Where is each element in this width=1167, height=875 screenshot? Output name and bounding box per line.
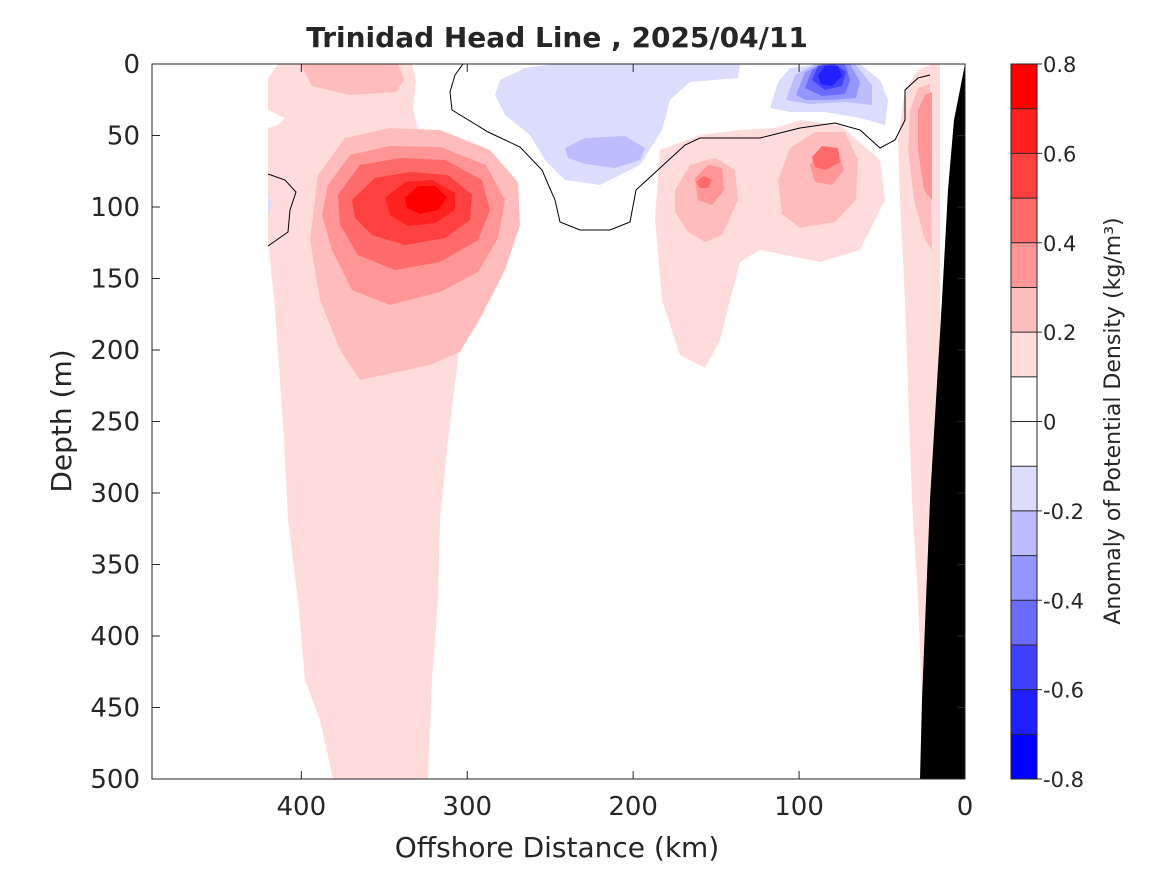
colorbar-tick-label: -0.2: [1043, 500, 1084, 524]
colorbar-tick-label: 0.8: [1043, 53, 1076, 77]
y-tick-label: 250: [90, 408, 140, 438]
colorbar-segment: [1011, 376, 1037, 422]
colorbar-tick-label: -0.6: [1043, 679, 1084, 703]
x-tick-label: 400: [277, 792, 327, 822]
colorbar-segment: [1011, 421, 1037, 467]
colorbar-segment: [1011, 510, 1037, 557]
zero-contour-line-left: [267, 173, 297, 247]
chart-title: Trinidad Head Line , 2025/04/11: [306, 21, 808, 54]
contour-plot: [267, 64, 965, 779]
y-tick-label: 300: [90, 479, 140, 509]
contour-negative-offshore-core: [565, 136, 645, 168]
contour-negative-0.6: [818, 66, 842, 86]
colorbar-tick-label: -0.8: [1043, 768, 1084, 792]
axis-ticks: 400 300 200 100 0 0 50 100 150 200 250 300 350 400 450…: [90, 50, 973, 822]
colorbar-segment: [1011, 287, 1037, 333]
zero-contour-line: [449, 64, 931, 231]
contour-0.4-patch-a: [696, 176, 712, 188]
y-tick-label: 150: [90, 265, 140, 295]
contour-0.3-coastal: [918, 92, 932, 200]
colorbar-tick-label: 0.4: [1043, 232, 1076, 256]
x-axis-label: Offshore Distance (km): [395, 831, 720, 864]
colorbar-segment: [1011, 332, 1037, 378]
y-tick-label: 100: [90, 193, 140, 223]
colorbar-segment: [1011, 734, 1037, 780]
colorbar-segment: [1011, 600, 1037, 646]
x-tick-label: 100: [774, 792, 824, 822]
x-tick-label: 0: [957, 792, 974, 822]
colorbar-segment: [1011, 644, 1037, 691]
colorbar-segment: [1011, 242, 1037, 288]
y-tick-label: 0: [123, 50, 140, 80]
bathymetry: [920, 64, 965, 779]
colorbar-segment: [1011, 466, 1037, 512]
contour-0.4-patch-b: [812, 146, 840, 170]
contour-0.7-core: [405, 186, 447, 214]
y-tick-label: 500: [90, 765, 140, 795]
contour-0.2-top: [300, 64, 404, 95]
colorbar-tick-label: 0: [1043, 411, 1056, 435]
y-tick-label: 450: [90, 694, 140, 724]
colorbar-segment: [1011, 64, 1037, 110]
colorbar-segment: [1011, 108, 1037, 154]
y-axis-label: Depth (m): [45, 349, 78, 492]
colorbar: 0.8 0.6 0.4 0.2 0 -0.2 -0.4 -0.6 -0.8: [1010, 53, 1084, 792]
colorbar-tick-label: 0.6: [1043, 142, 1076, 166]
x-tick-label: 300: [442, 792, 492, 822]
y-tick-label: 400: [90, 622, 140, 652]
colorbar-tick-label: -0.4: [1043, 589, 1084, 613]
colorbar-segment: [1011, 689, 1037, 735]
colorbar-segment: [1011, 198, 1037, 244]
colorbar-segment: [1011, 153, 1037, 199]
colorbar-tick-label: 0.2: [1043, 321, 1076, 345]
contour-negative-sliver: [268, 196, 272, 214]
y-tick-label: 350: [90, 551, 140, 581]
contour-fills: [267, 64, 965, 779]
y-tick-label: 50: [107, 122, 140, 152]
contour-negative-offshore: [495, 64, 740, 185]
colorbar-segment: [1011, 555, 1037, 601]
y-tick-label: 200: [90, 336, 140, 366]
x-tick-label: 200: [608, 792, 658, 822]
colorbar-label: Anomaly of Potential Density (kg/m³): [1101, 217, 1126, 624]
